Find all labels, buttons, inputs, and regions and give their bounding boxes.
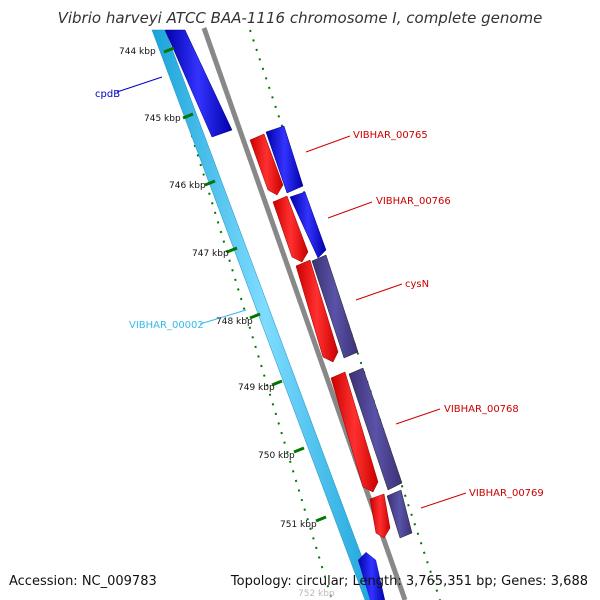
tick-label: 748 kbp xyxy=(216,317,253,327)
gene-purple-1 xyxy=(311,254,359,359)
tick-label: 747 kbp xyxy=(192,249,229,259)
tick-label: 746 kbp xyxy=(169,181,206,191)
accession-label: Accession: NC_009783 xyxy=(9,574,157,589)
feature-label-VIBHAR_00765: VIBHAR_00765 xyxy=(353,130,428,141)
gene-purple-2 xyxy=(348,367,403,491)
feature-label-VIBHAR_00766: VIBHAR_00766 xyxy=(376,196,451,207)
tick-label: 751 kbp xyxy=(280,520,317,530)
gene-blue-1 xyxy=(265,125,304,194)
leader-VIBHAR_00768 xyxy=(395,408,441,425)
cpdB-gene xyxy=(164,29,233,138)
feature-label-VIBHAR_00002: VIBHAR_00002 xyxy=(129,320,204,331)
tick-marks xyxy=(163,46,327,523)
bottom-blue-gene xyxy=(358,552,385,600)
feature-label-VIBHAR_00769: VIBHAR_00769 xyxy=(469,488,544,499)
light-blue-track xyxy=(151,29,379,600)
gene-VIBHAR_00766 xyxy=(272,195,309,263)
leader-cysN xyxy=(355,283,403,301)
tick-label: 749 kbp xyxy=(238,383,275,393)
feature-label-cpdB: cpdB xyxy=(95,89,120,100)
tick-label: 744 kbp xyxy=(119,47,156,57)
gene-blue-2 xyxy=(289,191,327,259)
feature-label-cysN: cysN xyxy=(405,279,429,290)
leader-VIBHAR_00769 xyxy=(420,492,467,509)
leader-VIBHAR_00765 xyxy=(305,135,351,153)
leader-cpdB xyxy=(116,76,163,93)
map-title: Vibrio harveyi ATCC BAA-1116 chromosome … xyxy=(57,9,543,27)
gene-VIBHAR_00769 xyxy=(369,493,391,539)
gene-cysN xyxy=(295,259,339,363)
tick-label: 750 kbp xyxy=(258,451,295,461)
gene-VIBHAR_00768 xyxy=(330,371,379,493)
genome-stats-label: Topology: circular; Length: 3,765,351 bp… xyxy=(230,574,588,589)
leader-VIBHAR_00766 xyxy=(327,201,373,219)
gene-purple-3 xyxy=(386,489,413,539)
feature-label-VIBHAR_00768: VIBHAR_00768 xyxy=(444,404,519,415)
tick-label: 745 kbp xyxy=(144,114,181,124)
gene-VIBHAR_00765 xyxy=(249,133,284,196)
tick-label: 752 kbp xyxy=(298,589,335,599)
leader-VIBHAR_00002 xyxy=(199,309,247,325)
